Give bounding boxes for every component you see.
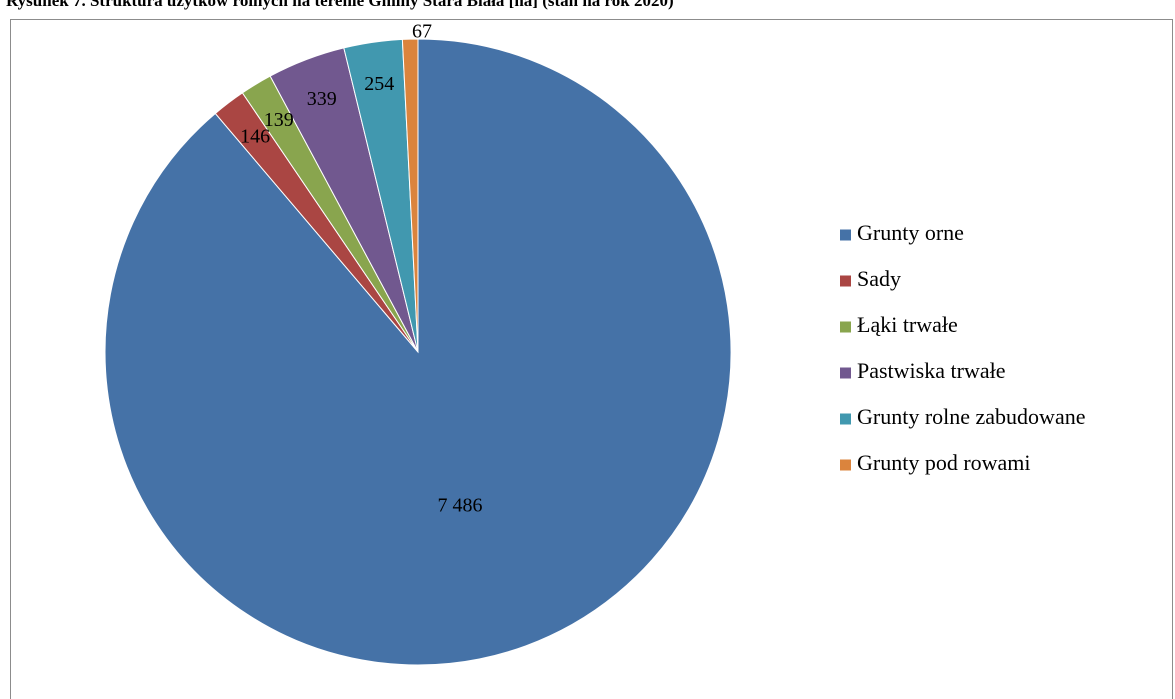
pie-slices	[104, 38, 732, 666]
legend-label-grunty-orne: Grunty orne	[857, 220, 964, 245]
pie-slice-grunty-pod-rowami	[401, 38, 419, 353]
legend-swatch-pastwiska-trwale	[840, 367, 851, 379]
legend-label-sady: Sady	[857, 266, 901, 291]
legend: Grunty orne Sady Łąki trwałe Pastwiska trwa…	[840, 220, 1085, 475]
data-label-grunty-orne: 7 486	[438, 495, 483, 517]
chart-frame	[10, 19, 1173, 699]
legend-label-grunty-rolne-zabudowane: Grunty rolne zabudowane	[857, 404, 1085, 429]
chart-title: Rysunek 7. Struktura użytków rolnych na …	[6, 0, 674, 10]
legend-swatch-sady	[840, 275, 851, 287]
legend-label-grunty-pod-rowami: Grunty pod rowami	[857, 450, 1031, 475]
legend-label-pastwiska-trwale: Pastwiska trwałe	[857, 358, 1005, 383]
legend-swatch-grunty-orne	[840, 229, 851, 241]
legend-swatch-grunty-rolne-zabudowane	[840, 413, 851, 425]
data-label-sady: 146	[240, 125, 270, 147]
data-label-pastwiska-trwale: 339	[307, 88, 337, 110]
legend-label-laki-trwale: Łąki trwałe	[857, 312, 958, 337]
data-label-laki-trwale: 139	[264, 109, 294, 131]
legend-swatch-laki-trwale	[840, 321, 851, 333]
legend-swatch-grunty-pod-rowami	[840, 459, 851, 471]
data-label-grunty-pod-rowami: 67	[412, 21, 432, 43]
data-label-grunty-rolne-zabudowane: 254	[364, 73, 394, 95]
